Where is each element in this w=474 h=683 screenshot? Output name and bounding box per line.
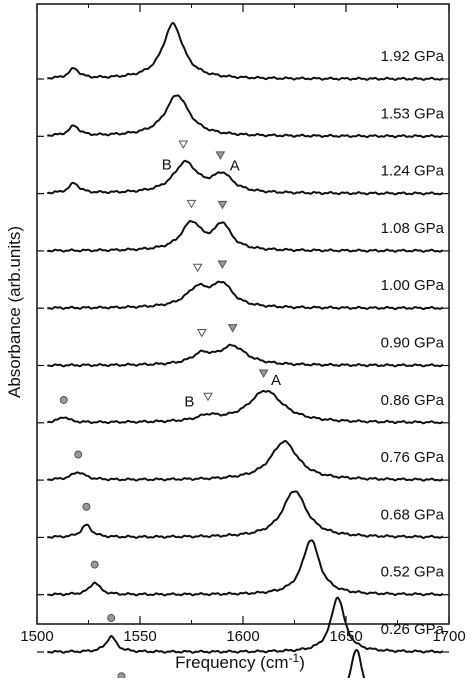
open-triangle-marker	[186, 199, 197, 209]
spectrum-line	[47, 219, 444, 253]
pressure-label: 1.92 GPa	[381, 48, 445, 65]
filled-triangle-marker	[215, 151, 226, 160]
x-tick-label: 1500	[20, 628, 53, 645]
series-layer	[47, 21, 444, 683]
pressure-label: 1.00 GPa	[381, 277, 445, 294]
peak-annotation: A	[271, 372, 281, 389]
circle-marker	[74, 450, 83, 459]
spectrum-line	[47, 539, 444, 597]
circle-marker	[82, 502, 91, 511]
label-layer: 1.92 GPa 1.53 GPa 1.24 GPa 1.08 GPa 1.00 GPa…	[162, 48, 445, 683]
filled-triangle-marker	[227, 324, 238, 333]
spectrum-line	[47, 439, 444, 482]
peak-annotation: B	[184, 393, 194, 410]
marker-layer	[59, 140, 269, 681]
spectrum-line	[47, 280, 444, 311]
pressure-label: 0.76 GPa	[381, 449, 445, 466]
x-tick-label: 1550	[123, 628, 156, 645]
pressure-label: 0.90 GPa	[381, 335, 445, 352]
spectrum-line	[47, 21, 444, 81]
pressure-label: 0.26 GPa	[381, 621, 445, 638]
plot-frame-layer	[36, 3, 450, 625]
open-triangle-marker	[203, 392, 213, 402]
spectrum-line	[47, 343, 444, 368]
peak-annotation: B	[162, 156, 172, 173]
circle-marker	[107, 614, 116, 623]
open-triangle-marker	[178, 140, 189, 150]
open-triangle-marker	[196, 329, 207, 338]
x-tick-layer: 1500 1550 1600 1650 1700	[20, 4, 466, 645]
filled-triangle-marker	[258, 369, 269, 379]
x-axis-label: Frequency (cm-1)	[175, 651, 305, 672]
pressure-label: 1.08 GPa	[381, 220, 445, 237]
spectrum-line	[47, 94, 444, 139]
x-axis-label-main: Frequency (cm	[175, 653, 288, 672]
pressure-label: 0.68 GPa	[381, 506, 445, 523]
x-axis-label-close: )	[299, 653, 305, 672]
x-tick-label: 1700	[432, 628, 465, 645]
circle-marker	[59, 395, 68, 404]
x-axis-label-superscript: -1	[289, 651, 300, 665]
pressure-label: 1.24 GPa	[381, 163, 445, 180]
filled-triangle-marker	[217, 260, 228, 270]
pressure-label: 1.53 GPa	[381, 105, 445, 122]
spectrum-line	[47, 596, 444, 654]
circle-marker	[90, 560, 99, 569]
circle-marker	[117, 672, 126, 681]
y-axis-label: Absorbance (arb.units)	[5, 226, 24, 398]
pressure-label: 0.86 GPa	[381, 392, 445, 409]
plot-frame	[36, 3, 450, 625]
spectrum-line	[47, 490, 444, 539]
pressure-label: 0.52 GPa	[381, 564, 445, 581]
x-tick-label: 1600	[226, 628, 259, 645]
open-triangle-marker	[192, 263, 203, 273]
spectrum-line	[47, 159, 444, 196]
peak-annotation: A	[230, 157, 240, 174]
spectrum-line	[47, 389, 444, 425]
filled-triangle-marker	[217, 200, 228, 210]
